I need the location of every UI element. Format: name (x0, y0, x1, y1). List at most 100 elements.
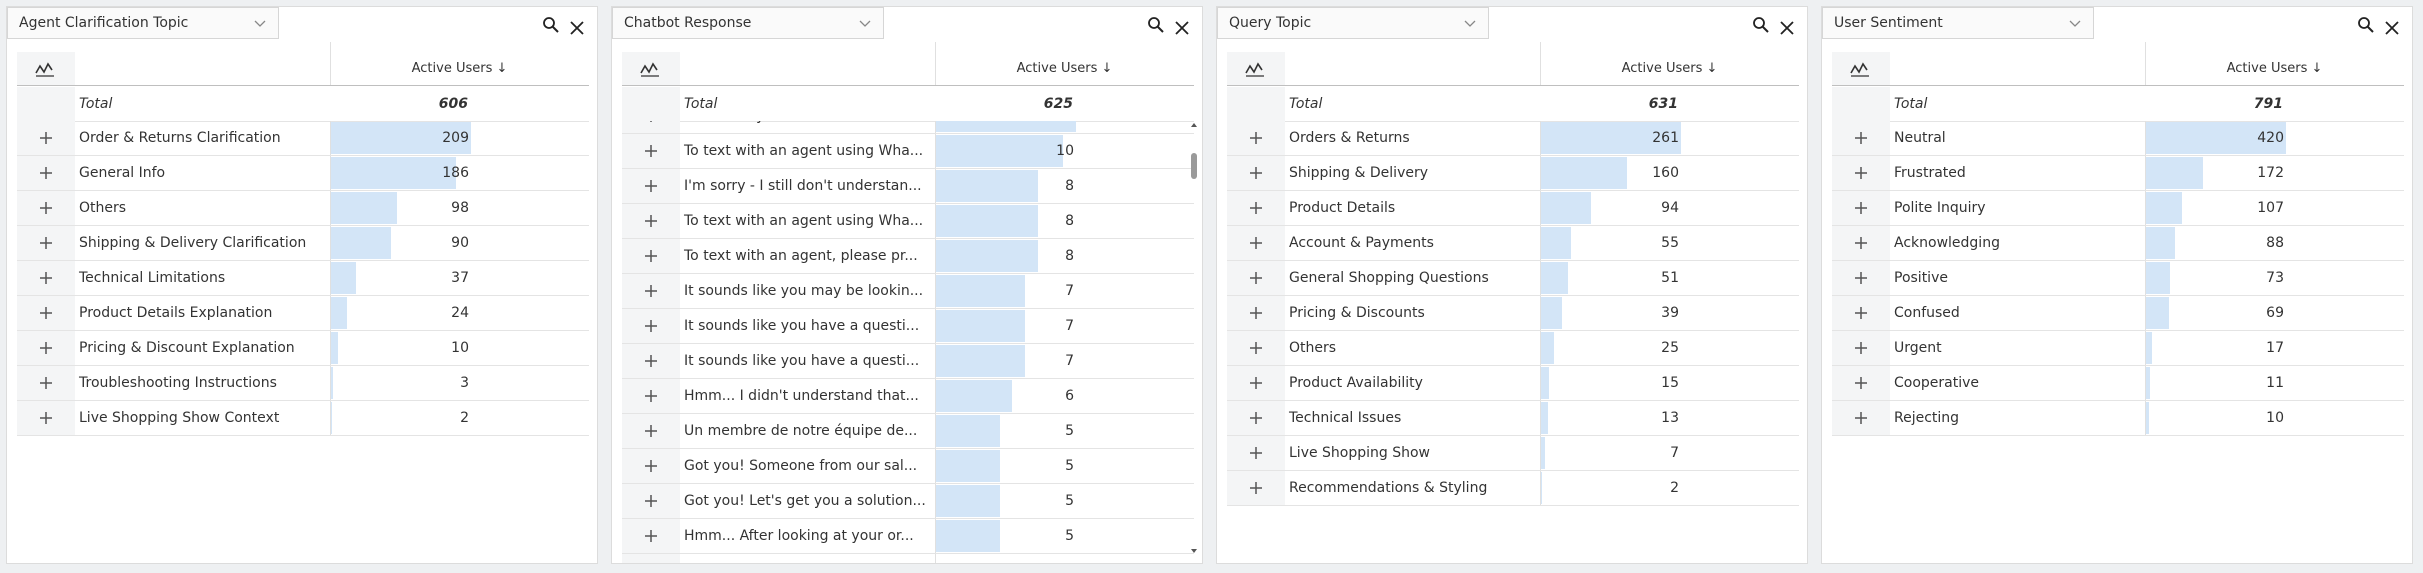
dimension-dropdown[interactable]: Agent Clarification Topic (7, 7, 279, 39)
search-button[interactable] (2356, 15, 2376, 39)
row-gutter (1832, 191, 1890, 225)
search-button-glyph (2358, 17, 2374, 33)
value-cell: 17 (2145, 331, 2286, 365)
expand-button[interactable] (1851, 303, 1871, 327)
close-button[interactable] (567, 18, 587, 42)
expand-button-glyph (40, 342, 52, 354)
chart-toggle-cell[interactable] (622, 52, 680, 85)
expand-button[interactable] (641, 141, 661, 165)
expand-button[interactable] (1851, 268, 1871, 292)
row-value: 2 (1670, 480, 1679, 496)
total-row: Total 606 (17, 87, 589, 122)
expand-button[interactable] (1851, 198, 1871, 222)
row-label: I'm sorry - I still don't understan... (684, 178, 922, 194)
row-value: 8 (1065, 248, 1074, 264)
expand-button[interactable] (36, 303, 56, 327)
expand-button[interactable] (1246, 303, 1266, 327)
expand-button[interactable] (1851, 128, 1871, 152)
expand-button[interactable] (1246, 373, 1266, 397)
column-header[interactable]: Active Users ↓ (1621, 61, 1718, 76)
row-gutter (1227, 226, 1285, 260)
table-row (622, 554, 1194, 563)
expand-button-glyph (1250, 307, 1262, 319)
value-cell: 69 (2145, 296, 2286, 330)
expand-button[interactable] (1851, 338, 1871, 362)
expand-button[interactable] (641, 281, 661, 305)
table-row: Frustrated 172 (1832, 156, 2404, 191)
chart-toggle-cell[interactable] (1832, 52, 1890, 85)
expand-button[interactable] (641, 176, 661, 200)
total-cell: 631 (1540, 87, 1680, 121)
expand-button[interactable] (36, 338, 56, 362)
dimension-dropdown[interactable]: User Sentiment (1822, 7, 2094, 39)
search-button[interactable] (1751, 15, 1771, 39)
chart-toggle-cell[interactable] (17, 52, 75, 85)
expand-button[interactable] (1246, 408, 1266, 432)
expand-button[interactable] (1246, 128, 1266, 152)
expand-button[interactable] (1246, 443, 1266, 467)
expand-button[interactable] (641, 211, 661, 235)
value-bar (1541, 297, 1562, 329)
row-label: Technical Issues (1289, 410, 1402, 426)
row-value: 8 (1065, 178, 1074, 194)
expand-button[interactable] (1246, 233, 1266, 257)
expand-button[interactable] (1246, 268, 1266, 292)
expand-button[interactable] (36, 408, 56, 432)
dimension-dropdown[interactable]: Chatbot Response (612, 7, 884, 39)
expand-button[interactable] (641, 456, 661, 480)
column-header[interactable]: Active Users ↓ (411, 61, 508, 76)
expand-button[interactable] (36, 128, 56, 152)
value-cell: 73 (2145, 261, 2286, 295)
row-gutter (622, 134, 680, 168)
expand-button[interactable] (36, 268, 56, 292)
close-button[interactable] (1172, 18, 1192, 42)
expand-button[interactable] (641, 526, 661, 550)
expand-button[interactable] (36, 198, 56, 222)
expand-button[interactable] (641, 121, 661, 130)
expand-button[interactable] (641, 351, 661, 375)
table-row: Account & Payments 55 (1227, 226, 1799, 261)
expand-button[interactable] (641, 421, 661, 445)
expand-button[interactable] (1851, 233, 1871, 257)
search-button[interactable] (541, 15, 561, 39)
close-button[interactable] (1777, 18, 1797, 42)
row-label: Troubleshooting Instructions (79, 375, 277, 391)
column-header[interactable]: Active Users ↓ (1016, 61, 1113, 76)
dropdown-label: User Sentiment (1834, 15, 1943, 31)
value-bar (1541, 192, 1592, 224)
value-bar (1541, 402, 1548, 434)
dimension-dropdown[interactable]: Query Topic (1217, 7, 1489, 39)
scrollbar[interactable] (1188, 121, 1200, 557)
expand-button[interactable] (36, 163, 56, 187)
chart-toggle-cell[interactable] (1227, 52, 1285, 85)
row-label: Others (1289, 340, 1337, 356)
row-gutter (17, 331, 75, 365)
value-bar (2146, 367, 2150, 399)
close-button[interactable] (2382, 18, 2402, 42)
expand-button[interactable] (1851, 408, 1871, 432)
expand-button[interactable] (36, 373, 56, 397)
expand-button-glyph (645, 425, 657, 437)
value-bar (1541, 227, 1571, 259)
expand-button[interactable] (1851, 373, 1871, 397)
expand-button[interactable] (36, 233, 56, 257)
expand-button[interactable] (1246, 478, 1266, 502)
value-bar (936, 345, 1026, 377)
expand-button[interactable] (641, 386, 661, 410)
value-cell: 8 (935, 239, 1076, 273)
expand-button[interactable] (1851, 163, 1871, 187)
expand-button[interactable] (1246, 163, 1266, 187)
expand-button-glyph (645, 390, 657, 402)
expand-button[interactable] (1246, 338, 1266, 362)
expand-button[interactable] (641, 491, 661, 515)
total-label: Total (684, 96, 718, 112)
value-bar (331, 157, 456, 189)
row-label: Confused (1894, 305, 1960, 321)
search-button[interactable] (1146, 15, 1166, 39)
expand-button-glyph (40, 272, 52, 284)
row-value: 2 (460, 410, 469, 426)
column-header[interactable]: Active Users ↓ (2226, 61, 2323, 76)
expand-button[interactable] (641, 246, 661, 270)
expand-button[interactable] (641, 316, 661, 340)
expand-button[interactable] (1246, 198, 1266, 222)
